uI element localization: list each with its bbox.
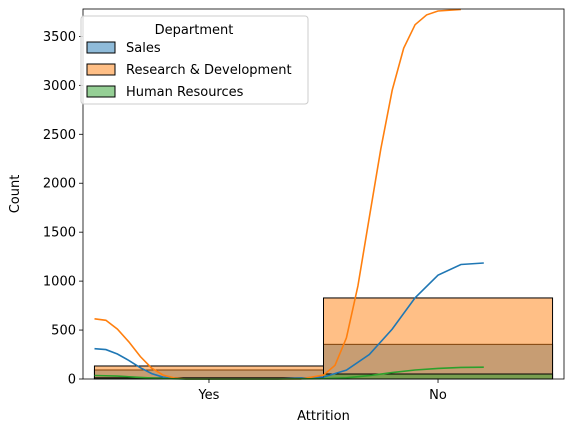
legend-label-1: Research & Development bbox=[126, 63, 292, 78]
legend-swatch-1 bbox=[86, 63, 116, 76]
legend-swatch-0 bbox=[86, 41, 116, 54]
plot-frame bbox=[82, 8, 565, 380]
legend-swatch-2 bbox=[86, 85, 116, 98]
y-tick-label-1: 500 bbox=[51, 324, 76, 339]
legend: Department Sales Research & Development Hum… bbox=[80, 15, 309, 105]
legend-label-2: Human Resources bbox=[126, 85, 244, 100]
y-tick-label-7: 3500 bbox=[43, 30, 76, 45]
y-tick-label-3: 1500 bbox=[43, 226, 76, 241]
y-axis: 0 500 1000 1500 2000 2500 3000 3500 bbox=[43, 30, 83, 388]
y-tick-label-2: 1000 bbox=[43, 275, 76, 290]
kde-line-2 bbox=[94, 366, 484, 380]
y-tick-label-6: 3000 bbox=[43, 79, 76, 94]
y-tick-label-0: 0 bbox=[68, 373, 76, 388]
legend-box bbox=[80, 15, 309, 105]
bars-layer bbox=[93, 297, 554, 380]
legend-title: Department bbox=[155, 23, 234, 38]
y-axis-label: Count bbox=[8, 175, 23, 214]
x-tick-label-0: Yes bbox=[197, 388, 219, 403]
x-axis: Yes No bbox=[197, 379, 447, 403]
kde-line-1 bbox=[94, 8, 461, 380]
y-tick-label-4: 2000 bbox=[43, 177, 76, 192]
x-axis-label: Attrition bbox=[297, 409, 350, 424]
x-tick-label-1: No bbox=[429, 388, 447, 403]
y-tick-label-5: 2500 bbox=[43, 128, 76, 143]
bar-1-1 bbox=[323, 297, 554, 380]
legend-label-0: Sales bbox=[126, 41, 161, 56]
